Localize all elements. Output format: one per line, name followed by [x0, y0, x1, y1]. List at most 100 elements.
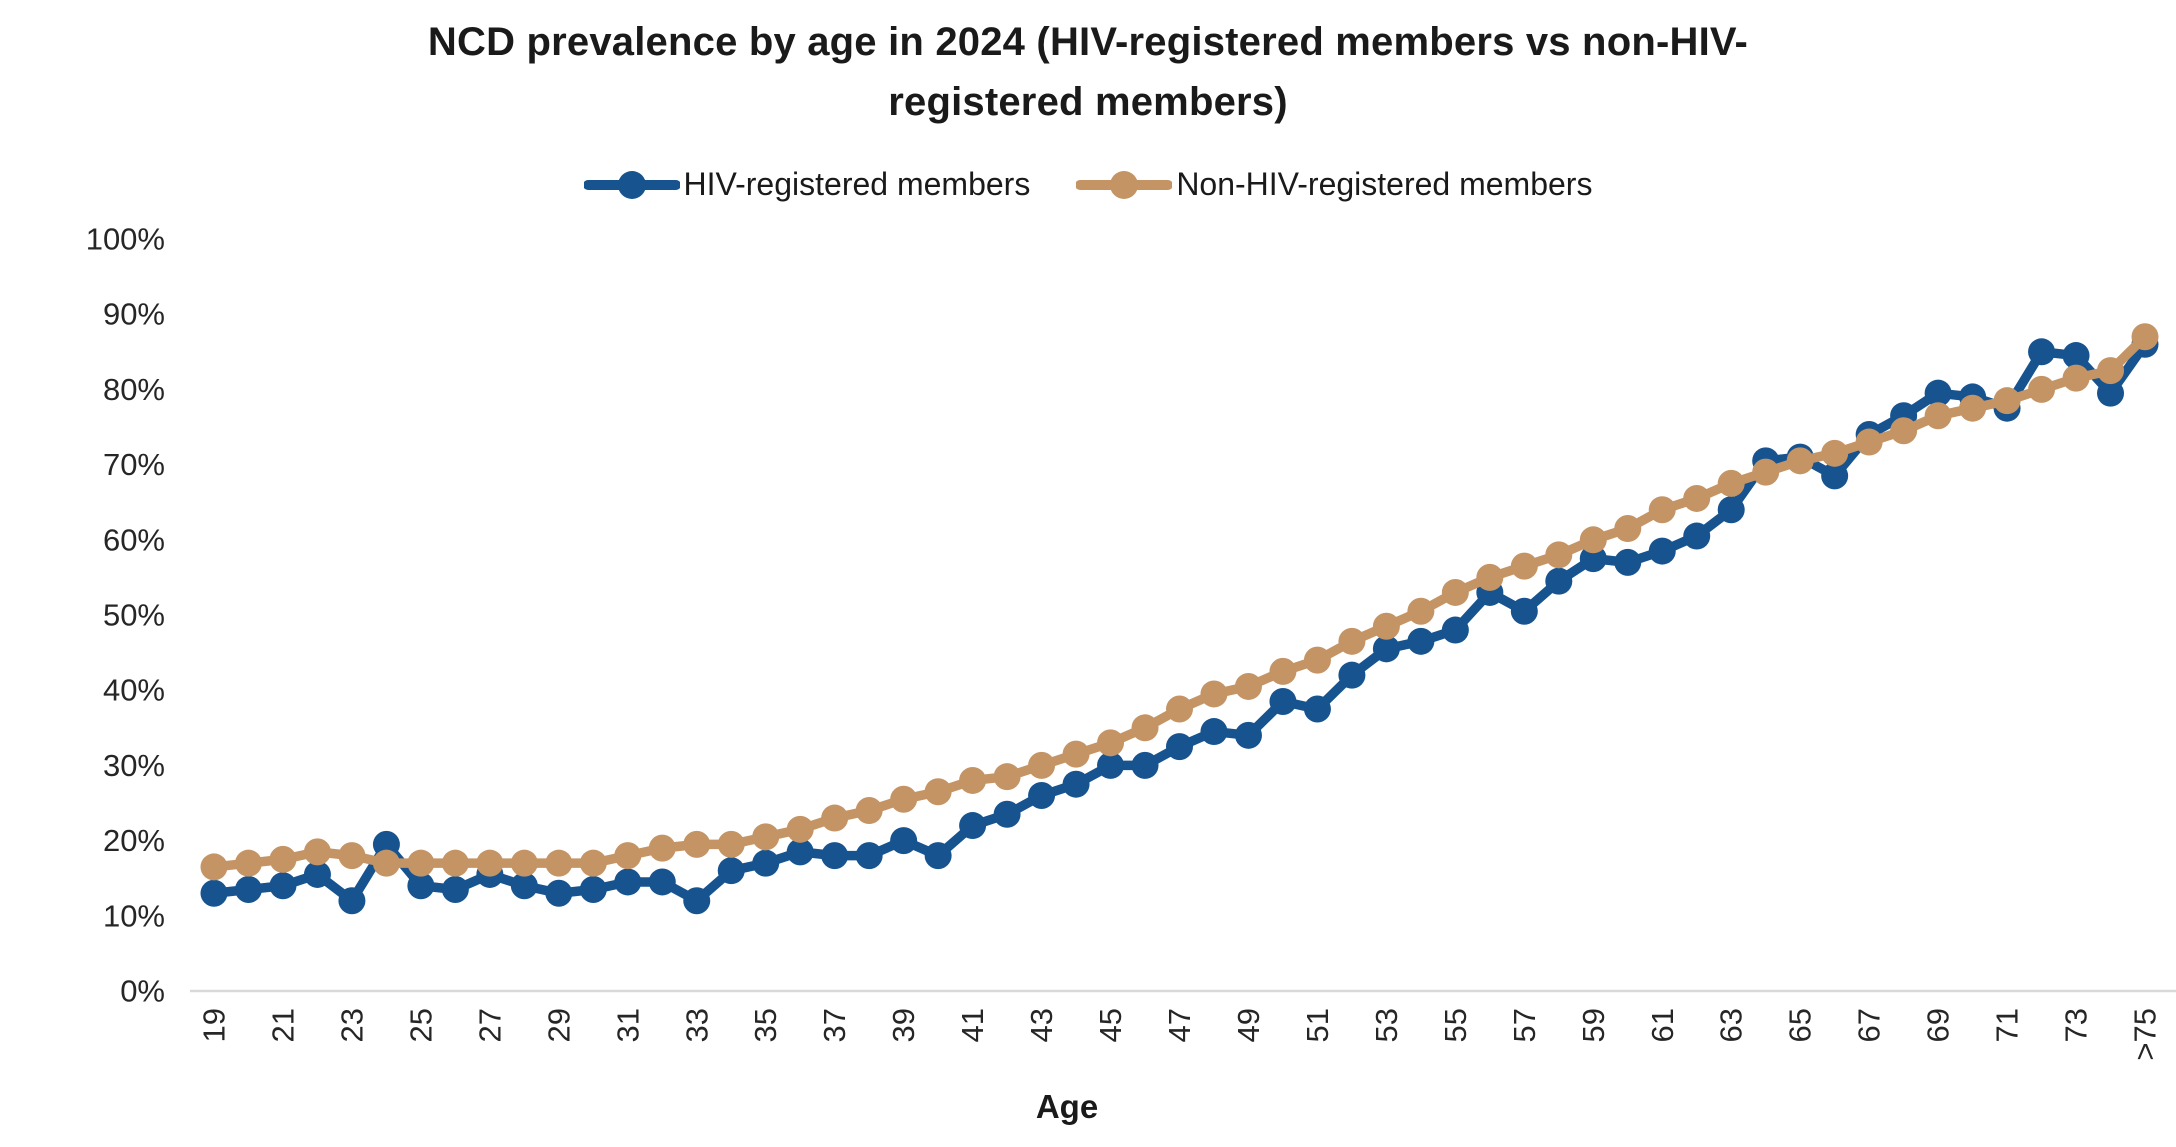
x-tick-label: 55	[1438, 1008, 1473, 1042]
x-tick-label: 45	[1093, 1008, 1128, 1042]
data-point-marker	[855, 797, 883, 825]
data-point-marker	[269, 872, 297, 900]
data-point-marker	[1372, 635, 1400, 663]
data-point-marker	[1579, 526, 1607, 554]
x-tick-label: 69	[1921, 1008, 1956, 1042]
data-point-marker	[303, 860, 331, 888]
x-tick-label: 29	[541, 1008, 576, 1042]
data-point-marker	[1097, 751, 1125, 779]
x-tick-label: 37	[817, 1008, 852, 1042]
data-point-marker	[1269, 687, 1297, 715]
data-point-marker	[1441, 578, 1469, 606]
data-point-marker	[855, 842, 883, 870]
data-point-marker	[1441, 616, 1469, 644]
data-point-marker	[372, 849, 400, 877]
data-point-marker	[2062, 342, 2090, 370]
x-tick-label: 19	[197, 1008, 232, 1042]
data-point-marker	[234, 849, 262, 877]
legend-marker-hiv-icon	[583, 170, 680, 199]
data-point-marker	[1303, 695, 1331, 723]
x-tick-label: 23	[334, 1008, 369, 1042]
data-point-marker	[752, 849, 780, 877]
x-tick-label: 31	[610, 1008, 645, 1042]
data-point-marker	[1821, 462, 1849, 490]
data-point-marker	[2097, 379, 2125, 407]
data-point-marker	[752, 823, 780, 851]
x-tick-label: 47	[1162, 1008, 1197, 1042]
data-point-marker	[338, 842, 366, 870]
x-tick-label: 53	[1369, 1008, 1404, 1042]
data-point-marker	[1683, 522, 1711, 550]
legend-marker-non-hiv-icon	[1076, 170, 1173, 199]
y-tick-label: 40%	[103, 673, 165, 708]
data-point-marker	[890, 827, 918, 855]
y-tick-label: 80%	[103, 372, 165, 407]
data-point-marker	[1028, 751, 1056, 779]
data-point-marker	[821, 842, 849, 870]
data-point-marker	[1648, 496, 1676, 524]
data-point-marker	[1959, 394, 1987, 422]
data-point-marker	[407, 849, 435, 877]
data-point-marker	[683, 887, 711, 915]
data-point-marker	[1821, 439, 1849, 467]
x-tick-label: >75	[2128, 1008, 2163, 1061]
x-tick-label: 63	[1714, 1008, 1749, 1042]
x-tick-label: 49	[1231, 1008, 1266, 1042]
data-point-marker	[200, 879, 228, 907]
data-point-marker	[303, 838, 331, 866]
data-point-marker	[821, 804, 849, 832]
data-point-marker	[614, 842, 642, 870]
chart-title: NCD prevalence by age in 2024 (HIV-regis…	[427, 20, 1749, 124]
data-point-marker	[1993, 387, 2021, 415]
data-point-marker	[1303, 646, 1331, 674]
data-point-marker	[1131, 751, 1159, 779]
data-point-marker	[1717, 469, 1745, 497]
data-point-marker	[407, 872, 435, 900]
x-tick-label: 39	[886, 1008, 921, 1042]
data-point-marker	[1200, 718, 1228, 746]
x-tick-label: 27	[472, 1008, 507, 1042]
series-non-hiv-registered-members	[200, 323, 2159, 881]
y-tick-label: 60%	[103, 522, 165, 557]
data-point-marker	[1717, 496, 1745, 524]
legend-label-non-hiv-registered: Non-HIV-registered members	[1176, 166, 1593, 202]
data-point-marker	[786, 815, 814, 843]
x-tick-label: 43	[1024, 1008, 1059, 1042]
data-point-marker	[717, 857, 745, 885]
data-point-marker	[648, 834, 676, 862]
data-point-marker	[1579, 545, 1607, 573]
data-point-marker	[2097, 357, 2125, 385]
data-point-marker	[1234, 721, 1262, 749]
data-point-marker	[1062, 770, 1090, 798]
data-point-marker	[1166, 733, 1193, 761]
data-point-marker	[2028, 338, 2056, 366]
data-point-marker	[614, 868, 642, 896]
data-point-marker	[1786, 447, 1814, 475]
data-point-marker	[1338, 661, 1366, 689]
y-tick-label: 100%	[86, 222, 165, 257]
x-tick-label: 35	[748, 1008, 783, 1042]
y-tick-label: 70%	[103, 447, 165, 482]
data-point-marker	[1476, 563, 1504, 591]
y-tick-label: 30%	[103, 748, 165, 783]
data-point-marker	[683, 830, 711, 858]
data-point-marker	[441, 849, 469, 877]
y-axis-labels: 0% 10% 20% 30% 40% 50% 60% 70% 80% 90% 100%	[86, 222, 165, 1009]
data-point-marker	[890, 785, 918, 813]
data-point-marker	[545, 879, 573, 907]
y-tick-label: 90%	[103, 297, 165, 332]
y-tick-label: 20%	[103, 823, 165, 858]
data-point-marker	[338, 887, 366, 915]
data-point-marker	[579, 875, 607, 903]
x-tick-label: 59	[1576, 1008, 1611, 1042]
x-axis-labels: 19 21 23 25 27 29 31 33 35 37 39 41 43 45 47 49 51 53 55 57…	[197, 1008, 2163, 1061]
data-point-marker	[1510, 597, 1538, 625]
data-point-marker	[1855, 428, 1883, 456]
data-point-marker	[372, 830, 400, 858]
data-point-marker	[1648, 537, 1676, 565]
series-hiv-registered-members	[200, 330, 2159, 915]
data-point-marker	[1372, 612, 1400, 640]
data-point-marker	[1028, 781, 1056, 809]
